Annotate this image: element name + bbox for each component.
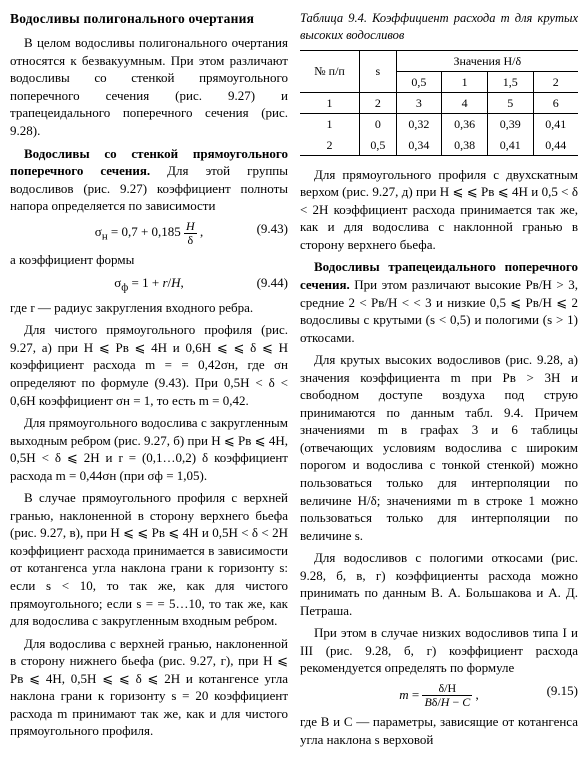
equation-body: m = δ/HBδ/H − C , [399, 687, 479, 702]
table-subhead: 1 [442, 71, 488, 92]
paragraph: Для прямоугольного профиля с двухскатным… [300, 166, 578, 254]
equation-943: σн = 0,7 + 0,185 Hδ , (9.43) [10, 220, 288, 247]
paragraph: Водосливы со стенкой прямоугольного попе… [10, 145, 288, 215]
equation-915: m = δ/HBδ/H − C , (9.15) [300, 682, 578, 709]
table-cell: 0,38 [442, 135, 488, 156]
table-head: № п/п [300, 50, 360, 92]
table-caption: Таблица 9.4. Коэффициент расхода m для к… [300, 10, 578, 44]
frac-den: Bδ/H − C [422, 696, 472, 709]
equation-body: σн = 0,7 + 0,185 Hδ , [95, 224, 203, 239]
table-head: Значения H/δ [396, 50, 578, 71]
table-colnum: 2 [360, 93, 397, 114]
table-subhead: 2 [533, 71, 578, 92]
table-colnum: 4 [442, 93, 488, 114]
table-cell: 0,44 [533, 135, 578, 156]
table-cell: 0,41 [533, 114, 578, 135]
equation-body: σф = 1 + r/H, [114, 275, 184, 290]
table-cell: 0,41 [487, 135, 533, 156]
table-cell: 0,34 [396, 135, 442, 156]
equation-number: (9.15) [547, 682, 578, 700]
paragraph: Для водослива с верхней гранью, наклонен… [10, 635, 288, 740]
left-column: Водосливы полигонального очертания В цел… [10, 10, 288, 753]
table-cell: 0,32 [396, 114, 442, 135]
table-cell: 1 [300, 114, 360, 135]
section-title: Водосливы полигонального очертания [10, 10, 288, 28]
table-cell: 0,5 [360, 135, 397, 156]
table-subhead: 1,5 [487, 71, 533, 92]
right-column: Таблица 9.4. Коэффициент расхода m для к… [300, 10, 578, 753]
table-cell: 0,39 [487, 114, 533, 135]
table-cell: 0 [360, 114, 397, 135]
paragraph: При этом в случае низких водосливов типа… [300, 624, 578, 677]
page: Водосливы полигонального очертания В цел… [10, 10, 577, 753]
table-subhead: 0,5 [396, 71, 442, 92]
table-colnum: 6 [533, 93, 578, 114]
table-colnum: 1 [300, 93, 360, 114]
two-column-layout: Водосливы полигонального очертания В цел… [10, 10, 577, 753]
table-cell: 0,36 [442, 114, 488, 135]
table-cell: 2 [300, 135, 360, 156]
paragraph: Для чистого прямоугольного профиля (рис.… [10, 321, 288, 409]
table-head: s [360, 50, 397, 92]
paragraph: а коэффициент формы [10, 251, 288, 269]
frac-num: δ/H [422, 682, 472, 696]
table-colnum: 5 [487, 93, 533, 114]
paragraph: Для водосливов с пологими откосами (рис.… [300, 549, 578, 619]
equation-number: (9.44) [257, 274, 288, 292]
coef-table: № п/п s Значения H/δ 0,5 1 1,5 2 1 2 3 4… [300, 50, 578, 156]
paragraph: Для прямоугольного водослива с закруглен… [10, 414, 288, 484]
paragraph: Для крутых высоких водосливов (рис. 9.28… [300, 351, 578, 544]
paragraph: В случае прямоугольного профиля с верхне… [10, 489, 288, 629]
paragraph: В целом водосливы полигонального очертан… [10, 34, 288, 139]
equation-944: σф = 1 + r/H, (9.44) [10, 274, 288, 295]
equation-number: (9.43) [257, 220, 288, 238]
paragraph: Водосливы трапецеидального поперечного с… [300, 258, 578, 346]
paragraph: где B и C — параметры, зависящие от кота… [300, 713, 578, 748]
paragraph: где r — радиус закругления входного ребр… [10, 299, 288, 317]
table-colnum: 3 [396, 93, 442, 114]
